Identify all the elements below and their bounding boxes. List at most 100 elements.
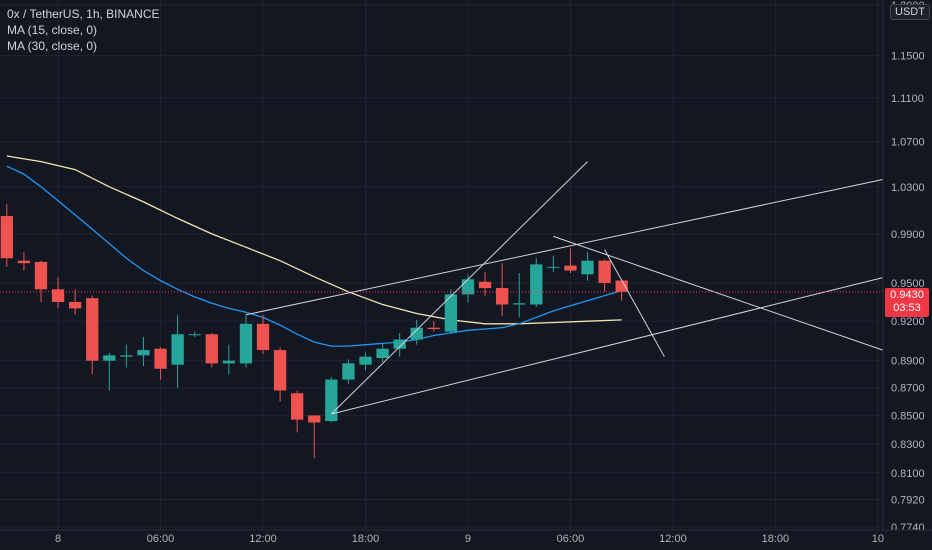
candle-body[interactable] — [478, 281, 492, 289]
candle[interactable] — [239, 314, 253, 368]
candle[interactable] — [564, 248, 577, 274]
trendline-drawing[interactable] — [604, 249, 665, 357]
candle[interactable] — [188, 331, 201, 337]
candle-body[interactable] — [69, 301, 82, 309]
candle[interactable] — [273, 347, 287, 402]
ma15-line — [6, 165, 622, 347]
candle-body[interactable] — [513, 303, 526, 305]
candle[interactable] — [615, 279, 628, 301]
candle[interactable] — [325, 376, 338, 423]
time-tick-label: 10 — [872, 533, 884, 545]
candle-body[interactable] — [564, 265, 577, 271]
candle-body[interactable] — [0, 216, 13, 259]
time-axis-bg — [0, 530, 932, 550]
candle[interactable] — [530, 258, 543, 308]
candle[interactable] — [513, 273, 526, 318]
candle-body[interactable] — [154, 348, 167, 369]
price-axis-bg — [883, 0, 932, 550]
ma15-layer — [6, 165, 622, 347]
candle[interactable] — [478, 271, 492, 296]
candle[interactable] — [376, 343, 389, 363]
candle-body[interactable] — [359, 356, 372, 365]
grid — [0, 0, 883, 530]
candle-body[interactable] — [530, 264, 543, 305]
candle[interactable] — [86, 295, 99, 375]
candle[interactable] — [581, 252, 594, 281]
candle-body[interactable] — [325, 379, 338, 422]
candle[interactable] — [547, 255, 560, 272]
price-tick-label: 1.1100 — [891, 93, 924, 105]
candle[interactable] — [598, 259, 611, 292]
candle-body[interactable] — [17, 260, 31, 264]
candle-body[interactable] — [410, 327, 423, 340]
candle[interactable] — [342, 359, 355, 384]
candle-body[interactable] — [34, 261, 48, 290]
candle[interactable] — [291, 390, 304, 433]
candle-body[interactable] — [393, 339, 406, 349]
candle-body[interactable] — [547, 266, 560, 268]
candle[interactable] — [51, 276, 65, 309]
candle[interactable] — [205, 332, 218, 368]
candle-body[interactable] — [598, 260, 611, 284]
candle[interactable] — [393, 332, 406, 357]
candle[interactable] — [256, 314, 270, 355]
candles-layer[interactable] — [0, 204, 628, 459]
candle[interactable] — [120, 344, 133, 368]
candle-body[interactable] — [461, 279, 475, 295]
candle-body[interactable] — [342, 363, 355, 380]
candle-body[interactable] — [171, 334, 184, 365]
candle[interactable] — [34, 260, 48, 302]
drawings-layer[interactable] — [245, 161, 887, 415]
candle-body[interactable] — [273, 350, 287, 391]
trendline-drawing[interactable] — [331, 276, 887, 415]
candle-body[interactable] — [256, 323, 270, 351]
candle[interactable] — [308, 415, 321, 459]
candle[interactable] — [17, 252, 31, 271]
time-tick-label: 9 — [465, 533, 471, 545]
candle-body[interactable] — [427, 327, 440, 330]
candle[interactable] — [0, 204, 13, 267]
candle[interactable] — [359, 352, 372, 371]
price-tick-label: 0.8300 — [891, 439, 925, 451]
legend-symbol[interactable]: 0x / TetherUS, 1h, BINANCE — [7, 7, 160, 21]
candle[interactable] — [495, 263, 509, 317]
price-axis[interactable]: 0.77400.79200.81000.83000.85000.87000.89… — [882, 0, 932, 550]
candle-body[interactable] — [51, 289, 65, 302]
candle-body[interactable] — [291, 393, 304, 420]
candle-body[interactable] — [308, 415, 321, 423]
time-axis[interactable]: 8 06:00 12:00 18:00 9 06:00 12:00 18:00 10 — [0, 529, 932, 550]
candle-body[interactable] — [615, 280, 628, 292]
price-tick-label: 0.8900 — [891, 356, 925, 368]
price-tick-label: 0.7920 — [891, 495, 925, 507]
candle-body[interactable] — [205, 334, 218, 364]
currency-badge[interactable]: USDT — [890, 4, 930, 20]
candle[interactable] — [410, 319, 423, 345]
trendline-drawing[interactable] — [245, 178, 887, 316]
candle[interactable] — [427, 321, 440, 332]
candle-body[interactable] — [137, 350, 150, 356]
candle-body[interactable] — [581, 260, 594, 275]
candle[interactable] — [103, 352, 116, 391]
price-tick-label: 0.8100 — [891, 468, 925, 480]
candle-body[interactable] — [495, 288, 509, 305]
trendline-drawing[interactable] — [553, 235, 887, 352]
candle-body[interactable] — [188, 334, 201, 336]
candle-body[interactable] — [86, 298, 99, 361]
candle-body[interactable] — [222, 360, 236, 364]
candle-body[interactable] — [376, 348, 389, 359]
candle[interactable] — [154, 347, 167, 380]
legend-ma30[interactable]: MA (30, close, 0) — [7, 39, 98, 53]
candle[interactable] — [171, 314, 184, 388]
candle-body[interactable] — [103, 355, 116, 361]
candle-body[interactable] — [120, 355, 133, 357]
candle[interactable] — [69, 289, 82, 315]
candle[interactable] — [222, 344, 236, 375]
trendline-drawing[interactable] — [330, 161, 588, 415]
legend-ma15[interactable]: MA (15, close, 0) — [7, 23, 98, 37]
candle-body[interactable] — [444, 294, 458, 332]
candle[interactable] — [137, 336, 150, 367]
price-tick-label: 0.9900 — [891, 229, 925, 241]
candle-body[interactable] — [239, 323, 253, 364]
